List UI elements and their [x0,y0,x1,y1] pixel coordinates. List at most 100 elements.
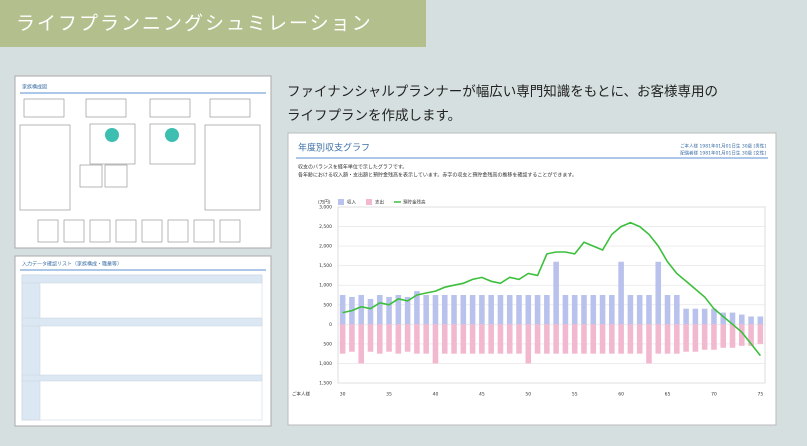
bar [469,324,476,354]
bar [553,261,559,325]
bar [748,324,754,346]
bar [599,295,606,325]
legend-swatch [338,199,344,205]
bar [506,295,513,325]
bar [441,295,448,325]
chart-panel [287,132,777,426]
bar [516,324,522,354]
y-tick-label: 500 [323,302,332,308]
bar [376,324,383,354]
intro-line: ファイナンシャルプランナーが幅広い専門知識をもとに、お客様専用の [287,83,718,100]
bar [609,324,615,354]
bar [674,324,680,354]
bar [636,295,643,325]
bar [581,324,587,354]
bar [655,324,662,354]
bar [432,295,439,325]
header-line: 配偶者様 1981年01月01日生 30歳 [女性] [680,150,766,157]
y-tick-label: 2,000 [319,244,332,250]
bar [469,295,476,325]
bar [739,324,745,346]
description: 各年齢における収入額・支出額と預貯金残高を表示しています。赤字の収支と預貯金残高… [298,172,577,179]
bar [720,312,727,325]
legend-label: 預貯金残高 [403,199,426,206]
bar [516,295,522,325]
bar [646,324,652,364]
savings-line [342,221,762,357]
bar [757,324,764,344]
bar [590,324,597,354]
bar [479,324,485,354]
bar [664,324,671,354]
y-tick-label: 0 [329,322,332,328]
x-tick-label: 45 [479,392,485,398]
bar [395,295,402,325]
bar [414,324,420,354]
bar [739,314,745,325]
bar [711,324,717,350]
description: 収支のバランスを経年単位で示したグラフです。 [298,164,407,171]
y-tick-label: 500 [323,341,332,347]
thumbnail-title: 入力データ確認リスト（家族構成・職業等） [22,261,122,268]
x-tick-label: 70 [711,392,717,398]
bar [404,324,411,352]
header-line: ご本人様 1981年01月01日生 30歳 [男性] [680,143,766,150]
bar [349,324,355,352]
legend-label: 収入 [347,199,356,206]
age-row-label: ご本人様 [292,391,310,398]
bar [711,308,717,325]
bar [655,261,662,325]
bar [376,295,383,325]
bar [460,324,467,354]
bar [599,324,606,354]
x-tick-label: 75 [757,392,763,398]
bar [488,295,494,325]
bar [627,295,634,325]
bar [544,324,550,354]
bar [571,295,578,325]
bar [534,295,541,325]
bar [358,295,364,325]
bar [358,324,364,364]
bar [701,324,708,350]
y-tick-label: 1,500 [319,381,332,387]
bar [488,324,494,354]
bar [339,295,346,325]
bar [432,324,439,364]
bar [525,324,532,364]
y-tick-label: 1,000 [319,361,332,367]
x-tick-label: 65 [665,392,671,398]
bar [729,312,736,325]
bar [441,324,448,354]
bar [646,295,652,325]
bar [404,296,411,325]
bar [571,324,578,354]
person-icon [105,128,119,142]
bar [451,295,457,325]
chart-title: 年度別収支グラフ [298,142,370,154]
bar [562,295,569,325]
bar [618,324,624,354]
bar [636,324,643,354]
y-tick-label: 1,000 [319,283,332,289]
bar [553,324,559,354]
bar [664,295,671,325]
intro-line: ライフプランを作成します。 [287,108,461,124]
bar [497,324,504,354]
bar [701,308,708,325]
bar [386,324,392,352]
bar [506,324,513,354]
bar [367,298,374,325]
bar [339,324,346,354]
banner-title: ライフプランニングシュミレーション [16,13,373,35]
x-tick-label: 30 [340,392,346,398]
bar [562,324,569,354]
unit-label: (万円) [318,200,331,206]
bar [683,308,689,325]
legend-label: 支出 [375,199,384,206]
bar [618,261,624,325]
bar [627,324,634,354]
person-icon [165,128,179,142]
bar [451,324,457,354]
